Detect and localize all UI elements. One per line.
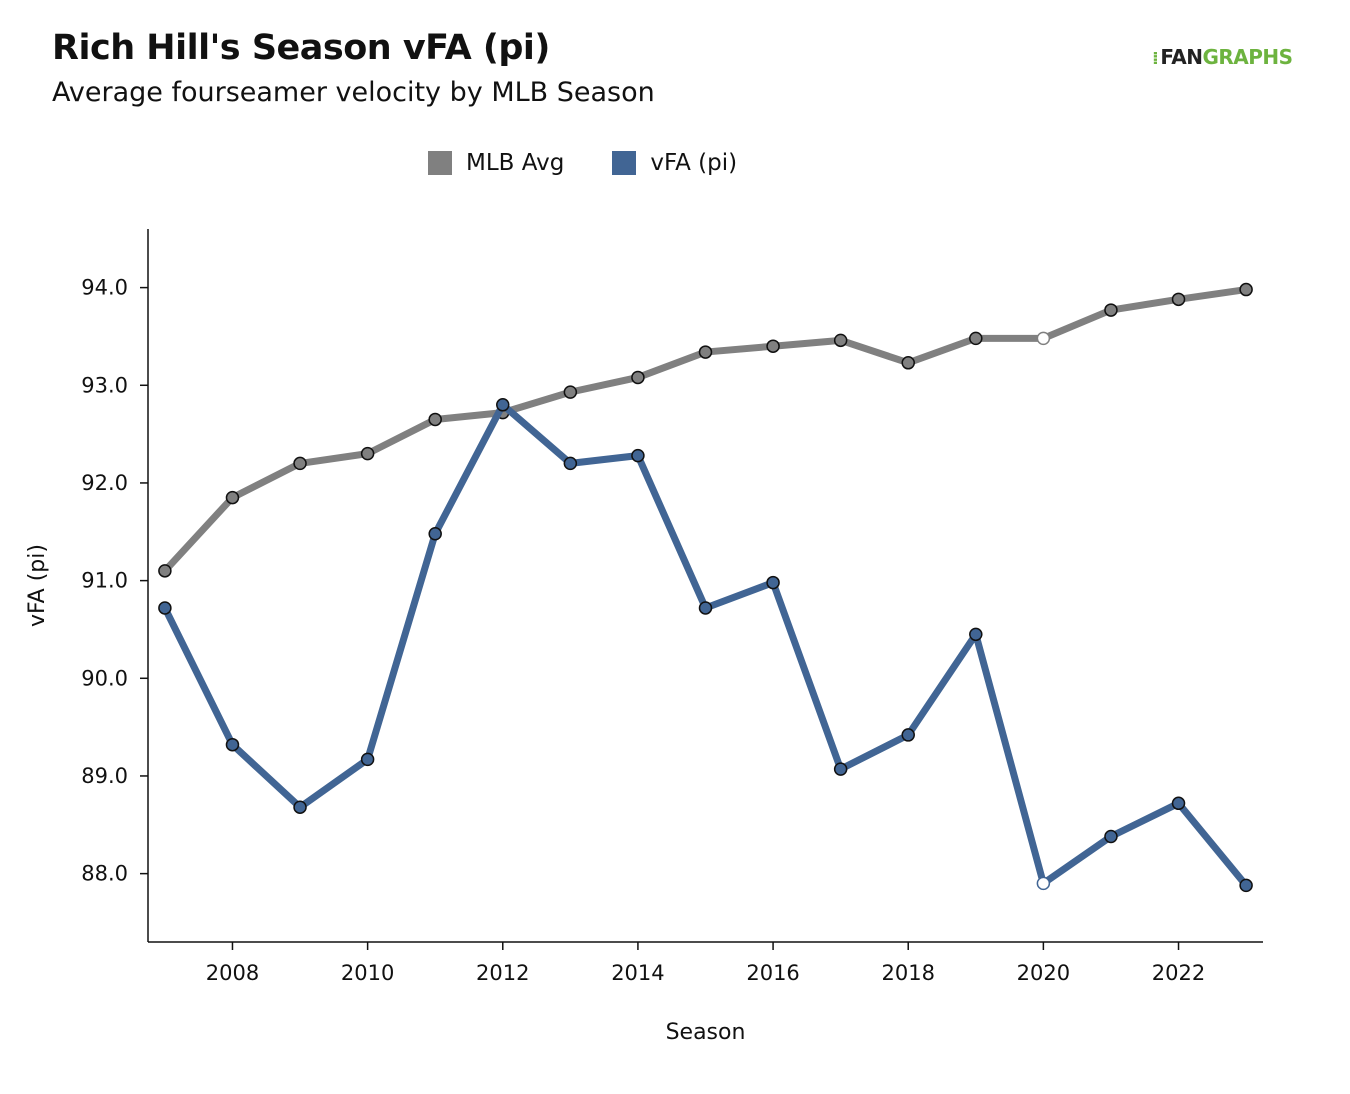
series-mlb-avg — [158, 282, 1253, 578]
data-point-vfa — [901, 728, 915, 742]
y-tick-label: 91.0 — [81, 569, 128, 593]
data-point-vfa — [293, 800, 307, 814]
x-tick-label: 2010 — [341, 961, 394, 985]
data-point-mlb-avg — [563, 385, 578, 399]
data-point-vfa — [766, 575, 780, 590]
fangraphs-logo: ⁞ FANGRAPHS — [1152, 45, 1293, 69]
data-point-mlb-avg — [698, 345, 713, 359]
data-point-vfa — [360, 752, 375, 767]
data-point-mlb-avg — [1036, 331, 1051, 346]
batter-icon: ⁞ — [1152, 48, 1159, 69]
data-point-vfa — [496, 398, 510, 412]
x-tick-label: 2018 — [882, 961, 935, 985]
series-layer — [158, 282, 1253, 893]
data-point-vfa — [563, 456, 578, 471]
data-point-vfa — [1036, 876, 1051, 891]
legend-swatch-vfa — [612, 151, 637, 175]
y-tick-label: 90.0 — [81, 666, 128, 690]
data-point-mlb-avg — [1104, 303, 1118, 317]
y-tick-label: 94.0 — [81, 276, 128, 300]
data-point-vfa — [1171, 796, 1186, 811]
data-point-mlb-avg — [631, 370, 645, 385]
chart-subtitle: Average fourseamer velocity by MLB Seaso… — [52, 77, 655, 108]
y-axis-label: vFA (pi) — [25, 544, 50, 627]
data-point-vfa — [1239, 878, 1253, 893]
legend-label-vfa: vFA (pi) — [650, 150, 738, 176]
x-tick-label: 2020 — [1017, 961, 1070, 985]
x-axis-label: Season — [666, 1020, 746, 1045]
chart-title: Rich Hill's Season vFA (pi) — [52, 28, 550, 68]
x-tick-label: 2012 — [476, 961, 529, 985]
x-tick-label: 2022 — [1152, 961, 1205, 985]
data-point-mlb-avg — [360, 446, 375, 461]
data-point-mlb-avg — [293, 456, 307, 471]
legend-item-mlb-avg[interactable]: MLB Avg — [428, 150, 564, 176]
data-point-mlb-avg — [766, 339, 780, 353]
data-point-vfa — [158, 601, 172, 615]
legend-swatch-mlb-avg — [428, 151, 452, 175]
axes: 88.0 89.0 90.0 91.0 92.0 93.0 94.0 2008 2010 2012… — [81, 229, 1263, 985]
x-tick-label: 2016 — [746, 961, 799, 985]
logo-text-graphs: GRAPHS — [1202, 45, 1293, 69]
series-vfa — [158, 398, 1253, 893]
data-point-vfa — [225, 737, 240, 752]
data-point-vfa — [833, 762, 848, 776]
data-point-mlb-avg — [225, 490, 240, 505]
y-tick-label: 89.0 — [81, 764, 128, 788]
data-point-mlb-avg — [833, 333, 848, 348]
legend-label-mlb-avg: MLB Avg — [466, 150, 565, 176]
logo-text-fan: FAN — [1160, 45, 1203, 69]
data-point-mlb-avg — [901, 356, 915, 370]
legend: MLB Avg vFA (pi) — [428, 150, 785, 176]
x-tick-label: 2008 — [206, 961, 259, 985]
y-tick-label: 92.0 — [81, 471, 128, 495]
data-point-mlb-avg — [428, 412, 442, 427]
y-tick-label: 88.0 — [81, 862, 128, 886]
data-point-vfa — [698, 601, 713, 615]
data-point-vfa — [1104, 829, 1118, 844]
y-tick-label: 93.0 — [81, 373, 128, 397]
data-point-vfa — [428, 526, 442, 541]
data-point-mlb-avg — [1239, 282, 1253, 297]
data-point-mlb-avg — [969, 331, 983, 346]
data-point-vfa — [631, 448, 645, 463]
data-point-vfa — [969, 627, 983, 642]
series-line-vfa — [161, 401, 1250, 889]
legend-item-vfa[interactable]: vFA (pi) — [612, 150, 737, 176]
data-point-mlb-avg — [158, 564, 172, 578]
x-tick-label: 2014 — [611, 961, 664, 985]
data-point-mlb-avg — [1171, 292, 1186, 307]
series-line-mlb-avg — [161, 286, 1250, 575]
